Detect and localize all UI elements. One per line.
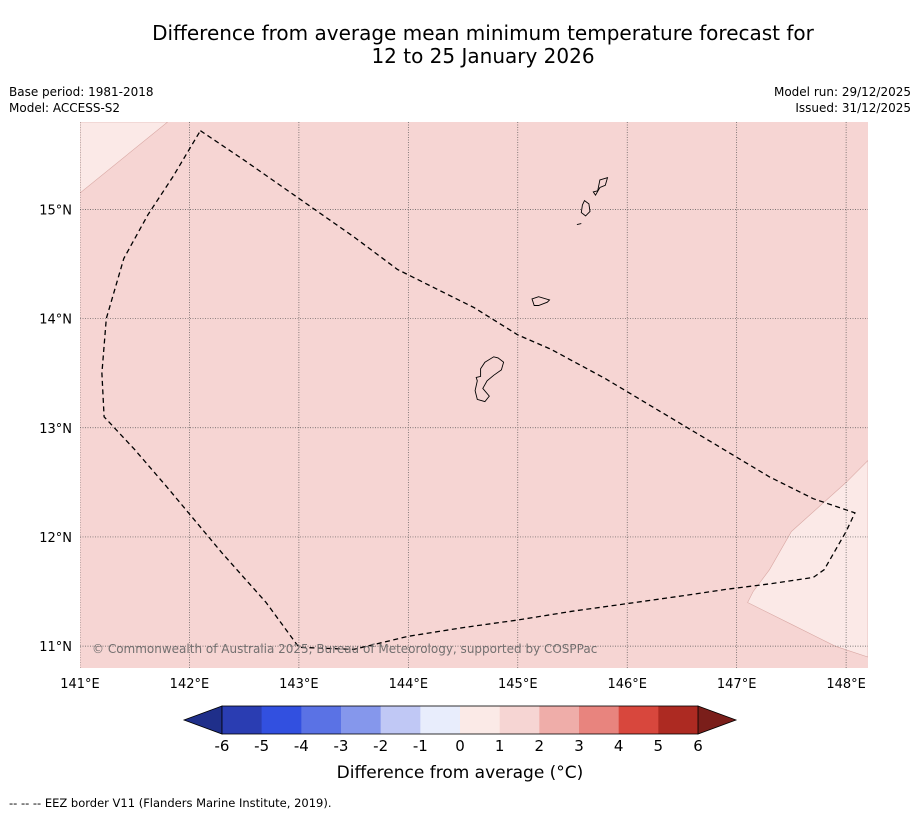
eez-border xyxy=(101,130,856,651)
lower-anomaly-zone xyxy=(747,460,868,658)
colorbar-segment xyxy=(460,706,500,734)
colorbar-extend-low xyxy=(182,705,223,735)
lon-tick-label: 147°E xyxy=(717,677,757,692)
island-coastlines xyxy=(474,177,609,403)
colorbar-tick-label: -5 xyxy=(254,737,269,755)
title-line-2: 12 to 25 January 2026 xyxy=(371,44,595,68)
lon-tick-label: 141°E xyxy=(60,677,100,692)
eez-legend-note: -- -- -- EEZ border V11 (Flanders Marine… xyxy=(9,796,332,810)
colorbar-segment xyxy=(261,706,302,734)
base-period: Base period: 1981-2018 xyxy=(9,85,154,99)
colorbar-tick-label: -3 xyxy=(334,737,349,755)
island-guam xyxy=(474,356,505,403)
colorbar-segment xyxy=(618,706,659,734)
colorbar-tick-label: -1 xyxy=(413,737,428,755)
colorbar-frame xyxy=(221,705,699,735)
lat-tick-label: 11°N xyxy=(39,640,72,655)
colorbar-segment xyxy=(341,706,381,734)
colorbar-tick-label: 3 xyxy=(574,737,584,755)
meta-right: Model run: 29/12/2025 Issued: 31/12/2025 xyxy=(774,84,911,116)
issued-date: Issued: 31/12/2025 xyxy=(795,101,911,115)
forecast-map: © Commonwealth of Australia 2025, Bureau… xyxy=(39,122,868,755)
colorbar-tick-label: -6 xyxy=(215,737,230,755)
lon-tick-label: 146°E xyxy=(607,677,647,692)
colorbar-tick-label: 6 xyxy=(693,737,703,755)
lat-tick-label: 13°N xyxy=(39,422,72,437)
colorbar-tick-label: -4 xyxy=(294,737,309,755)
copyright-text: © Commonwealth of Australia 2025, Bureau… xyxy=(92,642,597,656)
colorbar-tick-label: -2 xyxy=(373,737,388,755)
title-line-1: Difference from average mean minimum tem… xyxy=(152,21,814,45)
colorbar-tick-label: 4 xyxy=(614,737,624,755)
model-name: Model: ACCESS-S2 xyxy=(9,101,121,115)
island-saipan xyxy=(592,177,609,197)
island-rota xyxy=(531,296,551,306)
colorbar-extend-high xyxy=(697,705,738,735)
lon-tick-label: 144°E xyxy=(389,677,429,692)
lower-anomaly-zones xyxy=(80,122,868,658)
lat-tick-label: 15°N xyxy=(39,203,72,218)
colorbar-segment xyxy=(380,706,421,734)
lon-tick-label: 143°E xyxy=(279,677,319,692)
colorbar-segment xyxy=(420,706,461,734)
colorbar-tick-label: 5 xyxy=(654,737,664,755)
island-aguijan xyxy=(576,223,582,226)
colorbar-segment xyxy=(539,706,580,734)
colorbar-tick-label: 2 xyxy=(535,737,545,755)
lower-anomaly-zone xyxy=(80,122,169,194)
colorbar-segment xyxy=(499,706,540,734)
island-tinian xyxy=(580,199,591,217)
meta-left: Base period: 1981-2018 Model: ACCESS-S2 xyxy=(9,84,154,116)
lat-tick-label: 14°N xyxy=(39,313,72,328)
colorbar-segment xyxy=(222,706,262,734)
lon-tick-label: 142°E xyxy=(170,677,210,692)
colorbar-title: Difference from average (°C) xyxy=(336,763,584,783)
lat-tick-label: 12°N xyxy=(39,531,72,546)
colorbar-tick-label: 0 xyxy=(455,737,465,755)
colorbar: -6 -5 -4 -3 -2 -1 0 1 2 3 4 5 6 xyxy=(182,705,738,755)
axis-tick-labels: 141°E 142°E 143°E 144°E 145°E 146°E 147°E 148°E… xyxy=(39,203,866,692)
lon-tick-label: 145°E xyxy=(498,677,538,692)
colorbar-tick-label: 1 xyxy=(495,737,505,755)
page-title: Difference from average mean minimum tem… xyxy=(0,22,919,68)
colorbar-segment xyxy=(579,706,619,734)
lon-tick-label: 148°E xyxy=(826,677,866,692)
model-run: Model run: 29/12/2025 xyxy=(773,85,911,99)
map-gridlines xyxy=(80,122,868,668)
colorbar-segment xyxy=(301,706,342,734)
colorbar-segment xyxy=(658,706,699,734)
